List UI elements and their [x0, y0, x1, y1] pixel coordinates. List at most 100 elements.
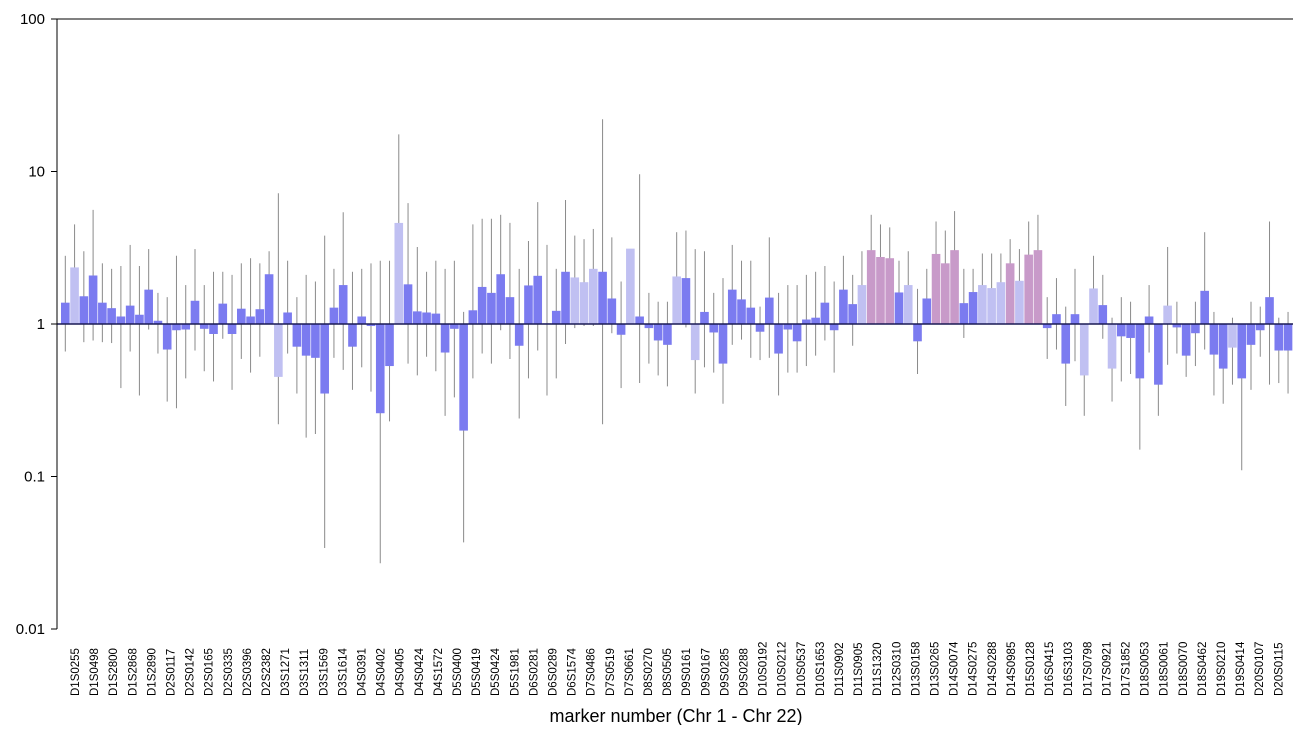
bar — [422, 312, 431, 324]
bar — [227, 324, 237, 334]
bar — [1255, 324, 1265, 331]
x-tick-label: D6S0281 — [528, 648, 540, 696]
bar — [264, 274, 274, 324]
x-tick-label: D16S3103 — [1063, 642, 1075, 696]
bar — [570, 277, 580, 324]
bar — [820, 302, 830, 324]
x-tick-label: D1S2890 — [146, 648, 158, 696]
bar — [274, 324, 283, 377]
bar — [672, 276, 681, 324]
bar — [477, 286, 487, 324]
x-tick-label: D14S0275 — [968, 642, 980, 696]
bar — [218, 303, 228, 324]
x-tick-label: D11S1320 — [872, 643, 884, 697]
x-tick-label: D2S0335 — [223, 648, 235, 696]
bar — [1117, 324, 1126, 337]
bar — [607, 298, 617, 324]
x-tick-label: D18S0061 — [1159, 642, 1171, 696]
bar — [774, 324, 783, 354]
x-tick-label: D9S0285 — [719, 648, 731, 696]
y-tick-label: 0.1 — [24, 469, 45, 486]
x-tick-label: D9S0167 — [700, 648, 712, 696]
bar — [320, 324, 329, 394]
bar — [237, 308, 246, 324]
x-tick-label: D3S1614 — [337, 647, 349, 696]
bar — [848, 304, 857, 324]
bar — [1052, 314, 1061, 324]
x-tick-label: D16S0415 — [1044, 642, 1056, 696]
x-tick-label: D4S0402 — [376, 648, 388, 696]
bar — [987, 288, 996, 324]
x-tick-label: D4S0391 — [357, 648, 369, 696]
x-tick-label: D2S0117 — [166, 649, 178, 696]
y-tick-label: 100 — [20, 11, 45, 28]
x-tick-label: D19S0414 — [1235, 641, 1247, 696]
x-tick-label: D11S0905 — [853, 643, 865, 697]
x-tick-label: D5S0424 — [490, 647, 502, 696]
x-tick-label: D10S0537 — [796, 642, 808, 696]
bar — [505, 297, 515, 324]
bar — [903, 285, 913, 324]
x-tick-label: D2S0165 — [204, 648, 216, 696]
bar — [922, 298, 932, 324]
x-tick-label: D14S0288 — [987, 642, 999, 696]
bar — [894, 292, 904, 324]
bar — [1163, 305, 1172, 324]
bar — [1126, 324, 1135, 338]
bar — [88, 275, 98, 324]
error-bars-layer — [64, 119, 1289, 564]
x-tick-label: D14S0985 — [1006, 642, 1018, 696]
x-tick-label: D11S0902 — [834, 643, 846, 697]
bar — [403, 284, 413, 324]
bar — [579, 282, 589, 324]
x-tick-label: D19S0210 — [1216, 642, 1228, 696]
bar — [1061, 324, 1071, 364]
bar — [533, 275, 543, 324]
bar — [1107, 324, 1117, 369]
x-tick-label: D10S0212 — [777, 642, 789, 696]
bar — [978, 285, 987, 324]
bar — [709, 324, 719, 333]
bar — [468, 310, 478, 324]
bar — [700, 311, 709, 324]
bar — [181, 324, 191, 330]
x-tick-label: D9S0161 — [681, 648, 693, 696]
bar — [885, 258, 895, 324]
bar — [172, 324, 181, 331]
bar — [589, 268, 598, 324]
bar — [153, 320, 163, 324]
x-tick-label: D7S0486 — [586, 648, 598, 696]
bar — [162, 324, 172, 350]
x-tick-label: D8S0505 — [662, 648, 674, 696]
bar — [876, 257, 885, 324]
bar — [663, 324, 672, 345]
bar — [1237, 324, 1247, 379]
x-tick-label: D2S0396 — [242, 648, 254, 696]
bar — [357, 316, 367, 324]
y-tick-label: 10 — [28, 164, 45, 181]
bar — [301, 324, 311, 356]
bar — [950, 250, 959, 324]
x-tick-label: D12S0310 — [891, 642, 903, 696]
y-ticks-layer: 0.01 0.1 1 10 100 — [16, 11, 1293, 638]
bar — [1274, 324, 1284, 351]
x-tick-label: D17S0798 — [1082, 642, 1094, 696]
bar — [514, 324, 524, 346]
bar — [1191, 324, 1200, 334]
x-tick-label: D3S1271 — [280, 648, 292, 696]
bar — [524, 285, 533, 324]
bar — [255, 309, 265, 324]
bar — [857, 285, 867, 324]
bar — [1172, 324, 1182, 328]
bars-layer — [61, 222, 1293, 431]
bar — [1228, 324, 1237, 348]
bar — [107, 308, 116, 324]
x-tick-label: D20S0115 — [1273, 643, 1285, 697]
x-tick-label: D4S0424 — [414, 647, 426, 696]
bar — [1265, 297, 1274, 324]
x-tick-label: D7S0661 — [624, 648, 636, 696]
bar — [737, 299, 746, 324]
bar — [1135, 324, 1145, 379]
bar — [755, 324, 765, 332]
bar — [394, 222, 404, 324]
